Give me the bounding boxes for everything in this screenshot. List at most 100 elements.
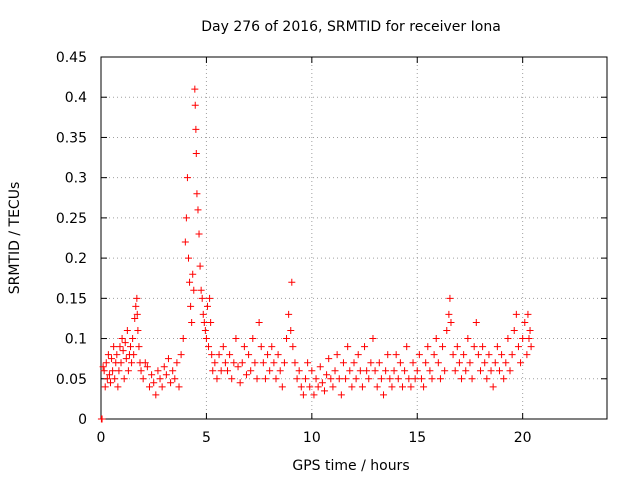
data-point (272, 375, 280, 383)
data-point (154, 367, 162, 375)
data-point (331, 367, 339, 375)
data-point (479, 343, 487, 351)
data-point (519, 335, 527, 343)
data-point (312, 375, 320, 383)
data-point (352, 375, 360, 383)
data-point (489, 383, 497, 391)
data-point (320, 387, 328, 395)
data-point (198, 294, 206, 302)
data-point (133, 310, 141, 318)
data-point (377, 375, 385, 383)
data-point (232, 335, 240, 343)
y-tick-label: 0.3 (65, 171, 87, 187)
x-axis: 0 5 10 15 20 (97, 57, 532, 446)
data-point (285, 310, 293, 318)
data-point (432, 335, 440, 343)
y-tick-label: 0 (78, 412, 87, 428)
data-point (508, 351, 516, 359)
data-point (145, 383, 153, 391)
data-point (124, 367, 132, 375)
data-point (346, 367, 354, 375)
data-point (276, 367, 284, 375)
data-point (257, 343, 265, 351)
y-tick-label: 0.4 (65, 90, 87, 106)
data-point (134, 327, 142, 335)
data-point (266, 367, 274, 375)
data-point (129, 335, 137, 343)
data-point (194, 206, 202, 214)
data-point (120, 375, 128, 383)
data-point (483, 375, 491, 383)
data-point (234, 363, 242, 371)
x-axis-label: GPS time / hours (292, 458, 409, 474)
data-point (443, 327, 451, 335)
data-point (428, 375, 436, 383)
data-point (121, 339, 129, 347)
data-point (109, 367, 117, 375)
data-point (242, 371, 250, 379)
data-point (342, 375, 350, 383)
data-point (205, 343, 213, 351)
data-point (106, 379, 114, 387)
data-point (394, 375, 402, 383)
data-point (238, 359, 246, 367)
data-point (521, 318, 529, 326)
data-point (289, 343, 297, 351)
data-point (361, 343, 369, 351)
data-point (113, 351, 121, 359)
plot-frame (100, 56, 608, 420)
data-point (183, 174, 191, 182)
data-point (384, 351, 392, 359)
data-point (517, 359, 525, 367)
data-point (375, 359, 383, 367)
data-point (132, 302, 140, 310)
data-point (506, 367, 514, 375)
y-axis: 0 0.05 0.1 0.15 0.2 0.25 0.3 0.35 0.4 0.45 (56, 50, 607, 428)
data-point (493, 343, 501, 351)
data-point (386, 375, 394, 383)
x-tick-label: 15 (408, 430, 426, 446)
data-point (468, 375, 476, 383)
data-point (527, 343, 535, 351)
data-point (500, 375, 508, 383)
data-point (318, 379, 326, 387)
data-point (104, 351, 112, 359)
data-point (502, 359, 510, 367)
data-point (280, 359, 288, 367)
data-point (215, 351, 223, 359)
x-tick-label: 5 (202, 430, 211, 446)
data-point (175, 383, 183, 391)
y-tick-label: 0.45 (56, 50, 87, 66)
data-point (169, 367, 177, 375)
data-point (251, 359, 259, 367)
data-point (474, 351, 482, 359)
data-point (278, 383, 286, 391)
data-point (415, 351, 423, 359)
data-point (329, 383, 337, 391)
data-point (510, 327, 518, 335)
y-tick-label: 0.35 (56, 130, 87, 146)
y-tick-label: 0.05 (56, 372, 87, 388)
y-tick-label: 0.1 (65, 332, 87, 348)
data-point (141, 359, 149, 367)
data-point (371, 367, 379, 375)
data-point (288, 278, 296, 286)
data-point (446, 294, 454, 302)
data-point (139, 375, 147, 383)
data-point (401, 367, 409, 375)
data-point (477, 367, 484, 375)
data-point (226, 351, 234, 359)
data-point (264, 351, 272, 359)
data-point (302, 375, 310, 383)
y-tick-label: 0.25 (56, 211, 87, 227)
data-point (299, 391, 307, 399)
data-point (117, 359, 125, 367)
data-point (105, 371, 113, 379)
data-point (512, 310, 520, 318)
data-point (363, 367, 371, 375)
data-point (514, 343, 522, 351)
data-point (195, 230, 203, 238)
data-point (148, 371, 156, 379)
data-point (108, 355, 116, 363)
